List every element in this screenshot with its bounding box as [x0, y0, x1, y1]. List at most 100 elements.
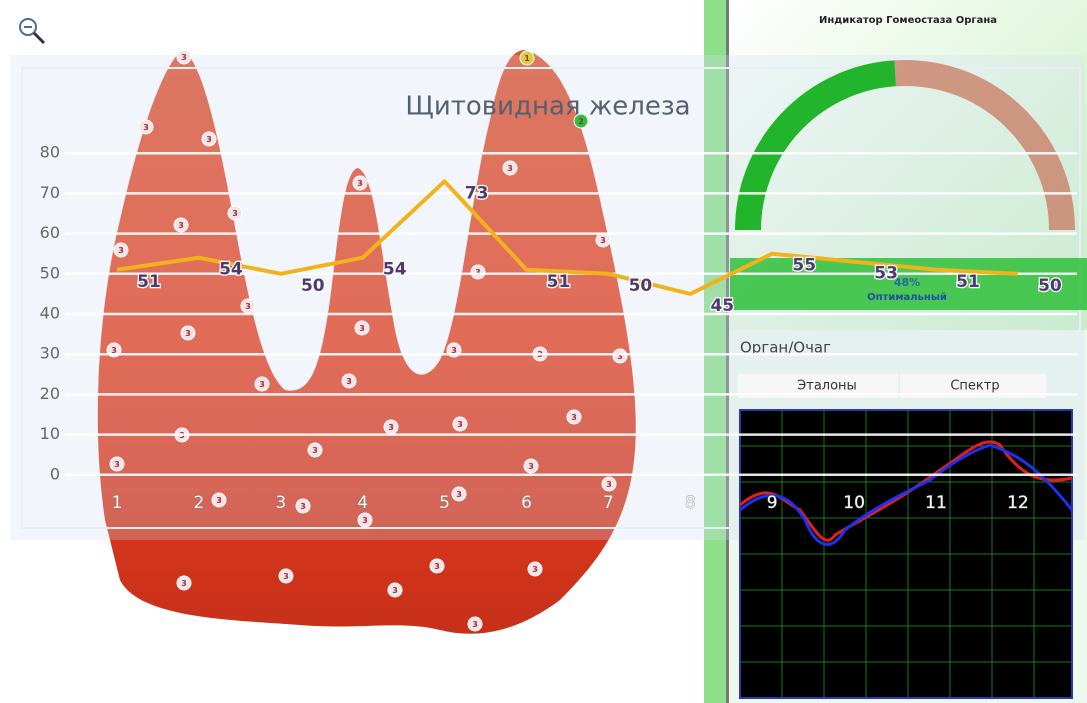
point-marker-label: 3 [362, 516, 368, 525]
data-line [116, 179, 1018, 296]
point-marker-label: 3 [346, 377, 352, 386]
value-label: 73 [465, 183, 489, 203]
y-tick-label: 80 [40, 143, 60, 162]
value-label: 55 [792, 256, 816, 276]
point-marker [227, 205, 243, 221]
point-marker-label: 3 [606, 480, 612, 489]
gauge-value-label: 48% [894, 276, 920, 289]
point-marker [180, 325, 196, 341]
point-marker [113, 242, 129, 258]
point-marker-label: 3 [312, 446, 318, 455]
x-tick-label: 10 [843, 493, 865, 513]
spectrum-line [739, 443, 1074, 546]
value-label: 50 [1038, 276, 1062, 296]
point-marker-label: 3 [206, 135, 212, 144]
point-marker [109, 456, 125, 472]
point-marker [451, 486, 467, 502]
value-label: 50 [301, 276, 325, 296]
point-marker [352, 175, 368, 191]
x-tick-label: 2 [193, 493, 204, 513]
point-marker-label: 3 [185, 329, 191, 338]
point-marker-label: 3 [245, 302, 251, 311]
point-marker-label: 3 [118, 246, 124, 255]
value-label: 51 [956, 272, 980, 292]
gauge-fill [735, 60, 897, 231]
value-label: 53 [874, 264, 898, 284]
point-marker [452, 416, 468, 432]
point-marker [176, 49, 192, 65]
point-marker-label: 3 [571, 413, 577, 422]
value-label: 51 [547, 272, 571, 292]
point-marker-label: 3 [232, 209, 238, 218]
point-marker [527, 561, 543, 577]
point-marker [173, 217, 189, 233]
point-marker-label: 3 [357, 179, 363, 188]
gauge-title: Индикатор Гомеостаза Органа [819, 15, 997, 26]
x-tick-label: 12 [1007, 493, 1029, 513]
point-marker [138, 119, 154, 135]
point-marker-label: 3 [216, 496, 222, 505]
point-marker-label: 3 [434, 562, 440, 571]
x-tick-label: 8 [685, 493, 696, 513]
point-marker-label: 3 [392, 586, 398, 595]
divider [704, 0, 728, 703]
point-marker [573, 113, 589, 129]
y-tick-label: 10 [40, 424, 60, 443]
y-tick-label: 30 [40, 344, 60, 363]
point-marker [470, 264, 486, 280]
point-marker-label: 3 [143, 123, 149, 132]
tab-label[interactable]: Эталоны [797, 379, 857, 394]
chart-title: Щитовидная железа [405, 92, 690, 122]
y-tick-label: 50 [40, 263, 60, 282]
point-marker-label: 3 [600, 236, 606, 245]
point-marker [467, 616, 483, 632]
point-marker-label: 3 [528, 462, 534, 471]
value-label: 54 [383, 260, 407, 280]
y-tick-label: 20 [40, 384, 60, 403]
tab-label[interactable]: Спектр [950, 379, 999, 394]
point-marker [176, 575, 192, 591]
point-marker-label: 3 [178, 221, 184, 230]
point-marker [354, 320, 370, 336]
point-marker [519, 50, 535, 66]
panel-border [726, 0, 729, 703]
point-marker [211, 492, 227, 508]
y-tick-label: 70 [40, 183, 60, 202]
x-tick-label: 3 [275, 493, 286, 513]
y-tick-label: 40 [40, 304, 60, 323]
point-marker-label: 1 [524, 54, 530, 63]
point-marker [387, 582, 403, 598]
panel-title: Орган/Очаг [740, 339, 831, 357]
point-marker [307, 442, 323, 458]
point-marker [295, 498, 311, 514]
zoom-handle [32, 31, 46, 45]
point-marker-label: 2 [578, 117, 584, 126]
y-tick-label: 0 [50, 464, 60, 483]
point-marker [278, 568, 294, 584]
gauge-status: Оптимальный [867, 292, 947, 303]
value-label: 45 [710, 296, 734, 316]
point-marker-label: 3 [475, 268, 481, 277]
zoom-button[interactable] [19, 18, 46, 45]
point-marker-label: 3 [300, 502, 306, 511]
x-tick-label: 4 [357, 493, 368, 513]
value-label: 50 [629, 276, 653, 296]
point-marker [523, 458, 539, 474]
point-marker [341, 373, 357, 389]
point-marker [357, 512, 373, 528]
x-tick-label: 9 [767, 493, 778, 513]
value-label: 54 [219, 260, 243, 280]
point-marker-label: 3 [507, 164, 513, 173]
point-marker [502, 160, 518, 176]
x-tick-label: 11 [925, 493, 947, 513]
x-tick-label: 1 [112, 493, 123, 513]
point-marker [254, 376, 270, 392]
spectrum-grid [740, 410, 1072, 698]
point-marker-label: 3 [259, 380, 265, 389]
x-tick-label: 6 [521, 493, 532, 513]
point-marker-label: 3 [114, 460, 120, 469]
point-marker [601, 476, 617, 492]
point-marker-label: 3 [532, 565, 538, 574]
x-tick-label: 7 [603, 493, 614, 513]
